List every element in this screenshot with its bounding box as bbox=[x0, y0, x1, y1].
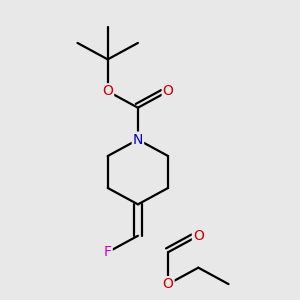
Text: O: O bbox=[163, 84, 174, 98]
Text: O: O bbox=[102, 84, 113, 98]
Text: O: O bbox=[163, 277, 174, 291]
Text: N: N bbox=[133, 133, 143, 147]
Text: F: F bbox=[104, 245, 112, 259]
Text: O: O bbox=[193, 229, 204, 243]
